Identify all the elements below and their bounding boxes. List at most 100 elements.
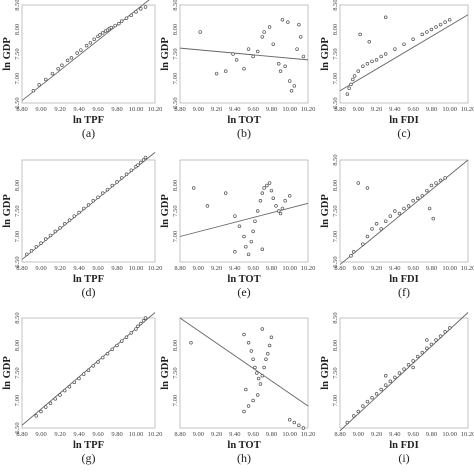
y-tick-label: 8.00 [14,24,21,35]
data-point [374,392,379,396]
data-point [402,206,406,211]
x-tick-label: 8.80 [334,431,345,438]
y-tick-label: 8.00 [332,24,339,35]
data-point [79,48,83,52]
data-point [370,227,374,231]
y-tick-label: 6.50 [332,97,339,108]
x-tick-label: 9.00 [353,265,364,272]
data-point [251,357,255,362]
x-tick-label: 9.80 [266,431,277,438]
x-tick-label: 10.00 [282,106,297,113]
data-point [129,13,134,18]
y-tick-label: 8.00 [172,180,179,191]
x-tick-label: 10.00 [442,106,457,113]
data-point [100,355,105,360]
data-point [205,204,210,208]
fit-line [21,0,150,101]
data-point [105,187,110,192]
y-tick-label: 8.50 [332,312,339,323]
data-point [136,163,140,167]
data-point [438,178,443,183]
panel-label: (c) [397,126,410,140]
x-tick-label: 9.40 [389,265,400,272]
data-point [287,79,292,83]
data-point [77,210,81,215]
data-point [88,40,93,45]
x-tick-label: 9.60 [92,431,103,438]
x-tick-label: 10.20 [148,265,163,272]
data-point [67,218,72,222]
data-point [271,42,276,46]
x-tick-label: 10.20 [301,106,316,113]
data-point [115,180,119,184]
data-point [251,54,255,59]
data-point [262,186,266,190]
data-point [356,409,361,414]
data-point [139,321,143,326]
x-tick-label: 9.00 [35,106,46,113]
data-point [134,10,138,14]
panel-6: 8.80 9.00 9.20 9.40 9.60 9.80 10.00 10.20 6.50 7.… [320,154,474,299]
data-point [411,199,415,203]
data-point [256,376,261,381]
data-point [429,27,434,32]
x-tick-label: 9.20 [54,431,65,438]
x-tick-label: 9.40 [389,106,400,113]
data-point [223,191,228,195]
panel-label: (f) [398,285,410,299]
data-point [406,204,411,208]
plot-frame [179,317,309,429]
data-point [143,155,148,160]
data-point [443,20,447,24]
data-point [233,250,237,254]
data-point [361,242,365,246]
y-tick-label: 6.50 [14,422,21,433]
data-point [349,254,353,258]
data-point [105,352,110,356]
plot-frame [21,317,156,429]
plot-frame [21,159,156,263]
data-point [84,43,89,48]
x-tick-label: 9.40 [229,431,240,438]
data-point [345,92,350,96]
x-tick-label: 9.60 [247,106,258,113]
data-point [298,35,303,39]
data-point [25,252,29,257]
fit-line [179,47,309,61]
data-point [143,316,148,320]
data-point [29,249,34,253]
x-tick-label: 8.80 [16,265,27,272]
panel-2: 8.80 9.00 9.20 9.40 9.60 9.80 10.00 10.20 6.50 7.… [160,0,315,140]
y-axis-label: ln GDP [160,356,171,390]
y-tick-label: 7.00 [172,395,179,406]
data-point [434,25,438,29]
data-point [244,244,248,249]
data-point [189,341,193,345]
y-tick-label: 8.50 [14,0,21,11]
data-point [383,15,388,20]
x-axis-label: ln TOT [227,115,260,126]
data-point [34,244,38,249]
data-point [98,33,102,37]
x-tick-label: 9.20 [54,106,65,113]
data-point [370,59,374,64]
x-tick-label: 10.20 [461,431,474,438]
data-point [139,7,143,11]
data-point [361,404,365,408]
data-point [280,206,285,211]
x-tick-label: 9.60 [407,106,418,113]
data-point [43,405,48,409]
y-tick-label: 7.00 [172,73,179,84]
data-point [289,88,294,93]
data-point [117,21,121,26]
data-point [119,176,124,180]
plot-frame [21,4,156,104]
x-tick-label: 9.20 [54,265,65,272]
data-point [276,62,281,66]
x-tick-label: 9.80 [266,265,277,272]
data-point [251,398,255,403]
data-point [96,195,100,199]
data-point [260,191,265,195]
data-point [86,203,91,207]
data-point [109,25,114,30]
